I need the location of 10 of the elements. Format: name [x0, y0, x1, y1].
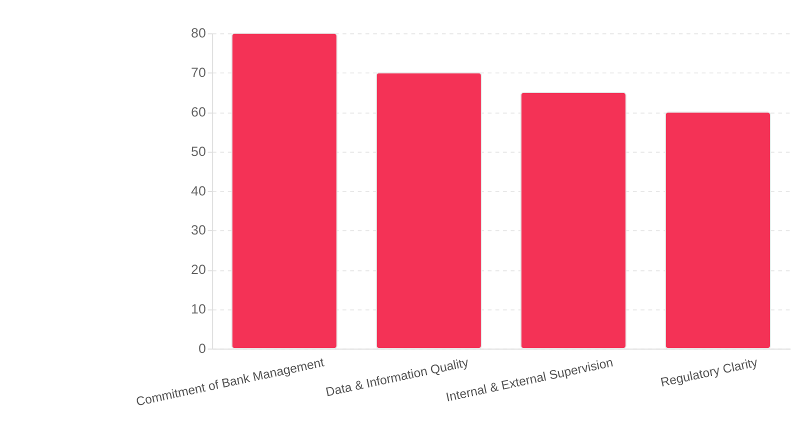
y-tick-label: 60 [191, 104, 206, 120]
y-tick-label: 70 [191, 65, 206, 80]
y-tick-label: 20 [191, 262, 206, 278]
y-tick-label: 40 [191, 183, 206, 198]
x-tick-label: Regulatory Clarity [659, 355, 760, 390]
y-tick-label: 80 [191, 26, 206, 41]
y-tick-label: 50 [191, 144, 206, 159]
y-tick-label: 10 [191, 301, 206, 316]
y-tick-label: 0 [198, 340, 206, 356]
y-tick-label: 30 [191, 222, 206, 238]
